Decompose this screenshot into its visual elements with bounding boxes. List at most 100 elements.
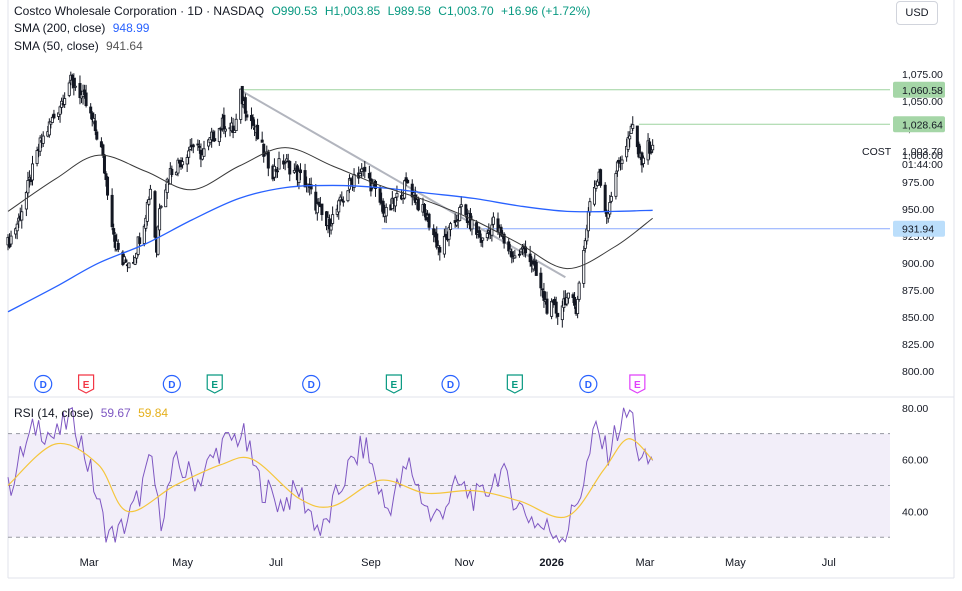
rsi-ma-line [7,438,654,519]
candle-body [187,150,191,158]
candle-body [101,144,105,156]
candle-body [41,135,45,144]
candle-body [15,223,19,232]
candle-body [233,129,237,133]
candle-body [222,114,226,130]
candle-body [309,184,313,190]
candle-body [251,117,255,126]
candle-body [573,296,577,306]
time-axis[interactable]: Mar May Jul Sep Nov 2026 Mar May Jul [80,557,836,569]
countdown-label: 01:44:00 [902,159,943,171]
candle-body [266,151,270,169]
candle-body [502,233,506,244]
candle-body [102,154,106,174]
candle-body [234,118,238,132]
sma50-label: SMA (50, close) [14,39,99,53]
time-tick-label: Mar [80,557,99,569]
time-tick-label: Jul [822,557,836,569]
trendline-segment[interactable] [240,89,566,279]
candle-body [393,197,397,207]
candle-body [20,211,24,221]
candle-body [455,221,459,226]
candle-body [406,179,410,184]
price-tick-label: 850.00 [902,312,934,324]
candle-body [84,92,88,107]
dividend-marker-icon[interactable] [162,374,181,394]
earnings-marker-icon[interactable] [629,374,646,394]
earnings-marker-icon[interactable] [506,374,523,394]
rsi-value: 59.67 [100,406,131,420]
earnings-marker-icon[interactable] [77,374,95,394]
sma50-legend[interactable]: SMA (50, close) 941.64 [14,39,147,53]
chart-background [7,0,955,579]
rsi-tick-label: 80.00 [902,403,928,415]
dividend-marker-icon[interactable] [579,374,598,394]
price-tick-label: 1,075.00 [902,69,943,81]
price-axis[interactable]: 1,075.001,050.001,025.001,000.00975.0095… [902,69,943,378]
time-tick-label: 2026 [539,557,563,569]
trendline[interactable] [240,89,566,279]
sma200-legend[interactable]: SMA (200, close) 948.99 [14,21,153,35]
dividend-marker-icon[interactable] [441,374,460,394]
dividend-marker-icon[interactable] [34,374,53,394]
event-letter: D [40,380,47,391]
candle-body [110,194,114,228]
candle-body [583,239,587,249]
candle-body [592,187,596,205]
candle-body [540,288,544,291]
candle-body [620,159,624,164]
event-letter: D [585,380,592,391]
candle-body [283,161,287,164]
tag-1028: 1,028.64 [902,119,943,131]
candle-body [599,169,603,186]
currency-label: USD [905,7,929,19]
price-tick-label: 900.00 [902,258,934,270]
candle-body [73,85,77,88]
change-value: +16.96 (+1.72%) [501,4,591,18]
candle-body [52,113,56,119]
candle-body [223,128,227,132]
candle-body [67,82,71,96]
tag-1060-bg [893,81,945,98]
candle-body [124,259,128,263]
event-letter: D [168,380,175,391]
candle-body [609,196,613,202]
candle-body [331,214,335,224]
earnings-marker-icon[interactable] [206,374,223,394]
open-value: O990.53 [271,4,318,18]
candle-body [603,184,607,212]
candle-body [116,242,120,250]
rsi-line [7,406,654,544]
symbol-legend[interactable]: Costco Wholesale Corporation · 1D · NASD… [14,4,594,18]
candle-body [145,201,149,222]
currency-button[interactable]: USD [896,1,938,25]
candle-body [142,225,146,244]
rsi-tick-label: 40.00 [902,506,928,518]
earnings-marker-icon[interactable] [385,374,402,394]
candle-body [513,255,517,259]
last-symbol-label: COST [862,146,892,158]
candle-body [243,97,247,114]
time-tick-label: Mar [636,557,655,569]
candle-body [510,251,514,258]
candle-body [202,148,206,157]
candle-body [373,180,377,189]
candle-body [649,151,653,154]
time-tick-label: May [172,557,193,569]
candle-body [340,198,344,202]
rsi-tick-label: 60.00 [902,455,928,467]
candle-body [459,204,463,208]
rsi-legend[interactable]: RSI (14, close) 59.67 59.84 [14,406,172,420]
horizontal-levels[interactable] [240,89,890,230]
candle-body [213,138,217,142]
candle-body [30,163,34,181]
candle-body [245,114,249,118]
candle-body [554,301,558,314]
time-tick-label: Jul [269,557,283,569]
dividend-marker-icon[interactable] [302,374,321,394]
rsi-axis[interactable]: 80.00 60.00 40.00 [902,403,928,519]
price-tick-label: 1,050.00 [902,96,943,108]
candle-body [49,121,53,125]
